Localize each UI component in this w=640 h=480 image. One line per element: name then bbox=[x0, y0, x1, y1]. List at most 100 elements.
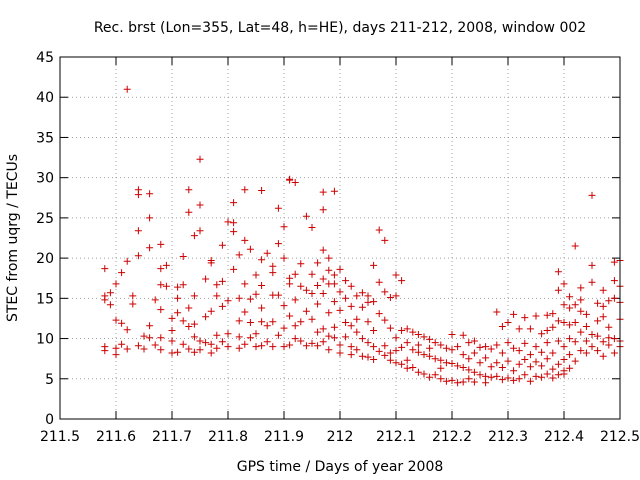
data-point bbox=[577, 328, 585, 336]
data-point bbox=[543, 311, 551, 319]
data-point bbox=[358, 289, 366, 297]
data-point bbox=[269, 343, 277, 351]
data-point bbox=[342, 333, 350, 341]
data-point bbox=[465, 355, 473, 363]
data-point bbox=[179, 340, 187, 348]
data-point bbox=[314, 328, 322, 336]
data-point bbox=[448, 376, 456, 384]
data-point bbox=[605, 323, 613, 331]
data-point bbox=[297, 337, 305, 345]
data-point bbox=[465, 339, 473, 347]
data-point bbox=[325, 346, 333, 354]
data-point bbox=[263, 338, 271, 346]
data-point bbox=[498, 349, 506, 357]
data-point bbox=[610, 294, 618, 302]
y-tick-label: 15 bbox=[36, 291, 54, 307]
data-point bbox=[532, 372, 540, 380]
data-point bbox=[504, 357, 512, 365]
data-point bbox=[566, 364, 574, 372]
data-point bbox=[157, 265, 165, 273]
data-point bbox=[521, 371, 529, 379]
data-point bbox=[594, 317, 602, 325]
data-point bbox=[571, 338, 579, 346]
data-point bbox=[493, 359, 501, 367]
grid bbox=[60, 57, 620, 419]
data-point bbox=[459, 331, 467, 339]
data-point bbox=[375, 226, 383, 234]
data-point bbox=[336, 265, 344, 273]
data-point bbox=[140, 332, 148, 340]
data-point bbox=[454, 362, 462, 370]
x-tick-label: 211.5 bbox=[40, 429, 80, 445]
data-point bbox=[515, 325, 523, 333]
data-point bbox=[179, 253, 187, 260]
data-point bbox=[157, 306, 165, 314]
data-point bbox=[101, 265, 109, 273]
data-point bbox=[174, 283, 182, 291]
data-point bbox=[599, 338, 607, 346]
data-point bbox=[157, 281, 165, 289]
data-point bbox=[543, 370, 551, 378]
data-point bbox=[409, 364, 417, 371]
data-point bbox=[543, 327, 551, 334]
data-point bbox=[269, 262, 277, 270]
data-point bbox=[403, 356, 411, 364]
data-point bbox=[532, 312, 540, 320]
data-point bbox=[246, 334, 254, 342]
data-point bbox=[190, 232, 198, 240]
data-point bbox=[101, 347, 109, 355]
data-point bbox=[375, 347, 383, 355]
data-point bbox=[588, 261, 596, 269]
data-point bbox=[235, 251, 243, 259]
data-point bbox=[442, 359, 450, 367]
data-point bbox=[364, 298, 372, 306]
data-point bbox=[543, 339, 551, 347]
data-point bbox=[269, 318, 277, 326]
data-point bbox=[493, 308, 501, 316]
data-point bbox=[241, 236, 249, 244]
data-point bbox=[370, 327, 378, 334]
data-point bbox=[560, 301, 568, 309]
data-point bbox=[325, 309, 333, 317]
data-point bbox=[168, 314, 176, 322]
data-point bbox=[487, 373, 495, 381]
data-point bbox=[358, 335, 366, 343]
data-point bbox=[118, 269, 126, 277]
data-point bbox=[482, 379, 490, 387]
x-tick-label: 212.3 bbox=[488, 429, 528, 445]
data-point bbox=[437, 341, 445, 349]
data-point bbox=[123, 85, 131, 93]
data-point bbox=[330, 334, 338, 342]
data-point bbox=[442, 377, 450, 385]
data-point bbox=[448, 331, 456, 338]
data-point bbox=[476, 343, 484, 351]
data-point bbox=[112, 316, 120, 324]
data-point bbox=[342, 277, 350, 285]
data-point bbox=[549, 310, 557, 318]
data-point bbox=[213, 292, 221, 300]
data-point bbox=[454, 343, 462, 351]
data-point bbox=[470, 378, 478, 386]
data-point bbox=[498, 364, 506, 371]
data-point bbox=[207, 340, 215, 348]
data-point bbox=[459, 378, 467, 386]
data-point bbox=[134, 342, 142, 350]
data-point bbox=[224, 330, 232, 338]
data-point bbox=[454, 379, 462, 387]
data-point bbox=[202, 275, 210, 283]
data-point bbox=[314, 300, 322, 308]
data-point bbox=[582, 310, 590, 318]
data-point bbox=[599, 286, 607, 294]
data-point bbox=[448, 346, 456, 354]
data-point bbox=[532, 358, 540, 366]
data-point bbox=[101, 296, 109, 304]
data-point bbox=[532, 343, 540, 351]
data-point bbox=[504, 374, 512, 382]
data-point bbox=[588, 191, 596, 199]
data-point bbox=[218, 302, 226, 310]
data-series bbox=[101, 85, 624, 387]
data-point bbox=[386, 356, 394, 364]
data-point bbox=[437, 364, 445, 372]
data-point bbox=[157, 334, 165, 342]
data-point bbox=[599, 352, 607, 360]
